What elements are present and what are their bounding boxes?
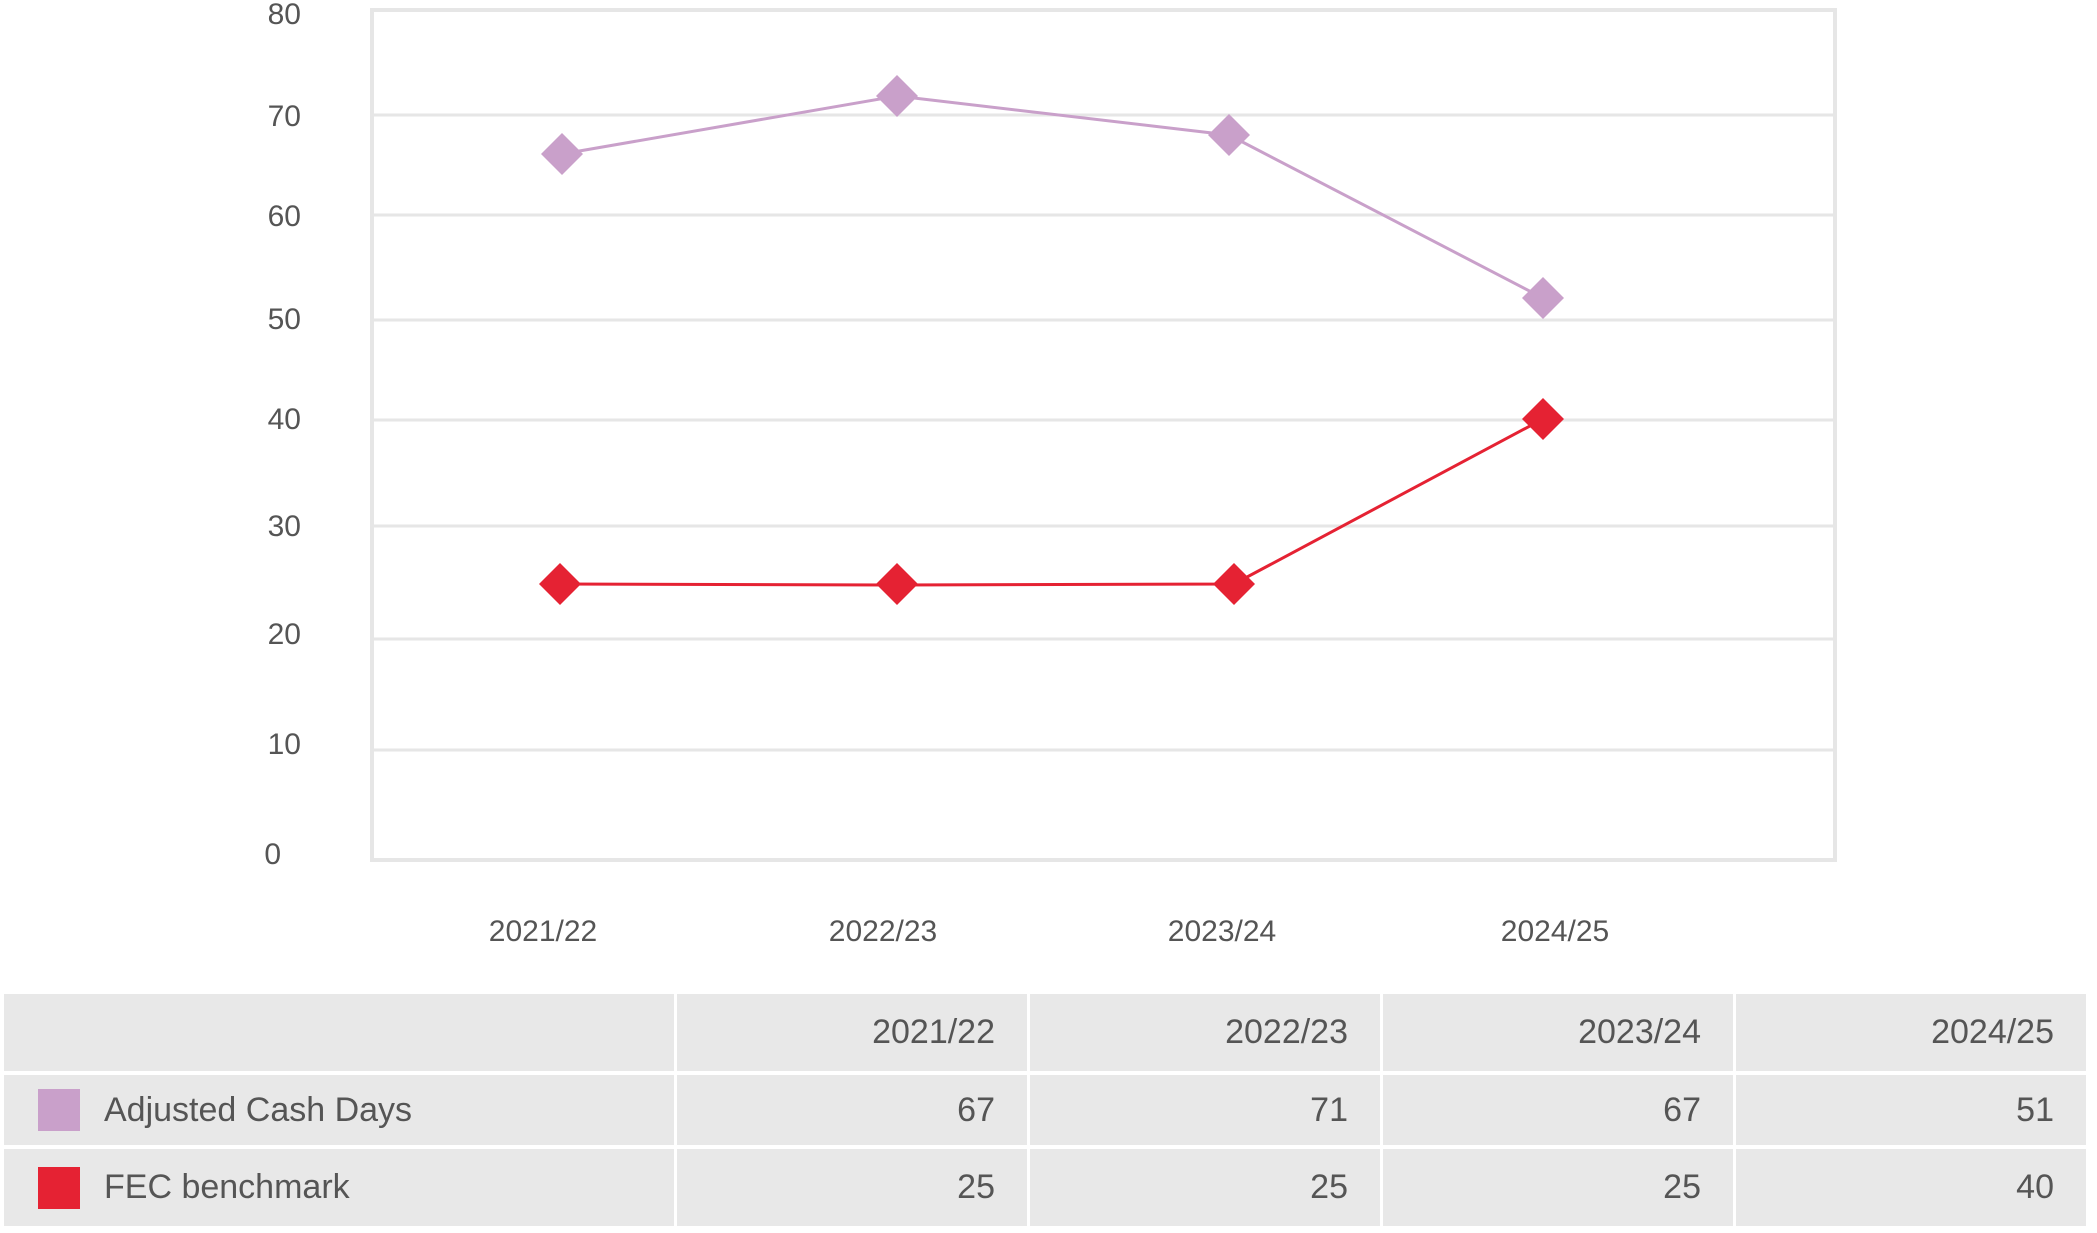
table-header-cell: 2024/25 <box>1736 994 2086 1071</box>
table-cell: 71 <box>1030 1075 1380 1145</box>
table-row: FEC benchmark 25 25 25 40 <box>4 1149 2086 1226</box>
y-tick-60: 60 <box>267 200 301 233</box>
table-cell: 25 <box>1383 1149 1733 1226</box>
table-header-row: 2021/22 2022/23 2023/24 2024/25 <box>4 994 2086 1071</box>
table-cell: 40 <box>1736 1149 2086 1226</box>
y-tick-10: 10 <box>267 728 301 761</box>
y-tick-30: 30 <box>267 510 301 543</box>
legend-swatch-icon <box>38 1089 80 1131</box>
marker-diamond <box>876 563 918 605</box>
y-tick-80: 80 <box>267 0 301 31</box>
y-tick-20: 20 <box>267 618 301 651</box>
gridlines <box>372 113 1835 752</box>
y-tick-0: 0 <box>264 838 281 871</box>
table-header-cell: 2022/23 <box>1030 994 1380 1071</box>
x-tick-2024-25: 2024/25 <box>1500 915 1610 948</box>
table-header-cell: 2023/24 <box>1383 994 1733 1071</box>
marker-diamond <box>541 133 583 175</box>
table-cell: 25 <box>677 1149 1027 1226</box>
legend-item-adjusted-cash-days: Adjusted Cash Days <box>4 1075 674 1145</box>
y-tick-50: 50 <box>267 303 301 336</box>
x-tick-2022-23: 2022/23 <box>828 915 938 948</box>
x-tick-2023-24: 2023/24 <box>1167 915 1277 948</box>
marker-diamond <box>539 563 581 605</box>
series-adjusted-cash-days <box>541 75 1564 319</box>
series-fec-benchmark <box>539 398 1564 605</box>
table-cell: 67 <box>1383 1075 1733 1145</box>
legend-label: FEC benchmark <box>104 1168 350 1206</box>
table-cell: 67 <box>677 1075 1027 1145</box>
legend-label: Adjusted Cash Days <box>104 1090 413 1129</box>
table-header-cell: 2021/22 <box>677 994 1027 1071</box>
y-tick-70: 70 <box>267 100 301 133</box>
marker-diamond <box>1208 114 1250 156</box>
table-cell: 25 <box>1030 1149 1380 1226</box>
table-row: Adjusted Cash Days 67 71 67 51 <box>4 1075 2086 1145</box>
table-header-blank <box>4 994 674 1071</box>
line-chart <box>370 8 1837 862</box>
legend-swatch-icon <box>38 1166 80 1209</box>
marker-diamond <box>1522 277 1564 319</box>
marker-diamond <box>876 75 918 117</box>
marker-diamond <box>1213 563 1255 605</box>
table-cell: 51 <box>1736 1075 2086 1145</box>
legend-item-fec-benchmark: FEC benchmark <box>4 1149 674 1226</box>
plot-border <box>370 8 1837 862</box>
x-tick-2021-22: 2021/22 <box>488 915 598 948</box>
marker-diamond <box>1522 398 1564 440</box>
y-tick-40: 40 <box>267 403 301 436</box>
data-table: 2021/22 2022/23 2023/24 2024/25 Adjusted… <box>1 990 2089 1230</box>
